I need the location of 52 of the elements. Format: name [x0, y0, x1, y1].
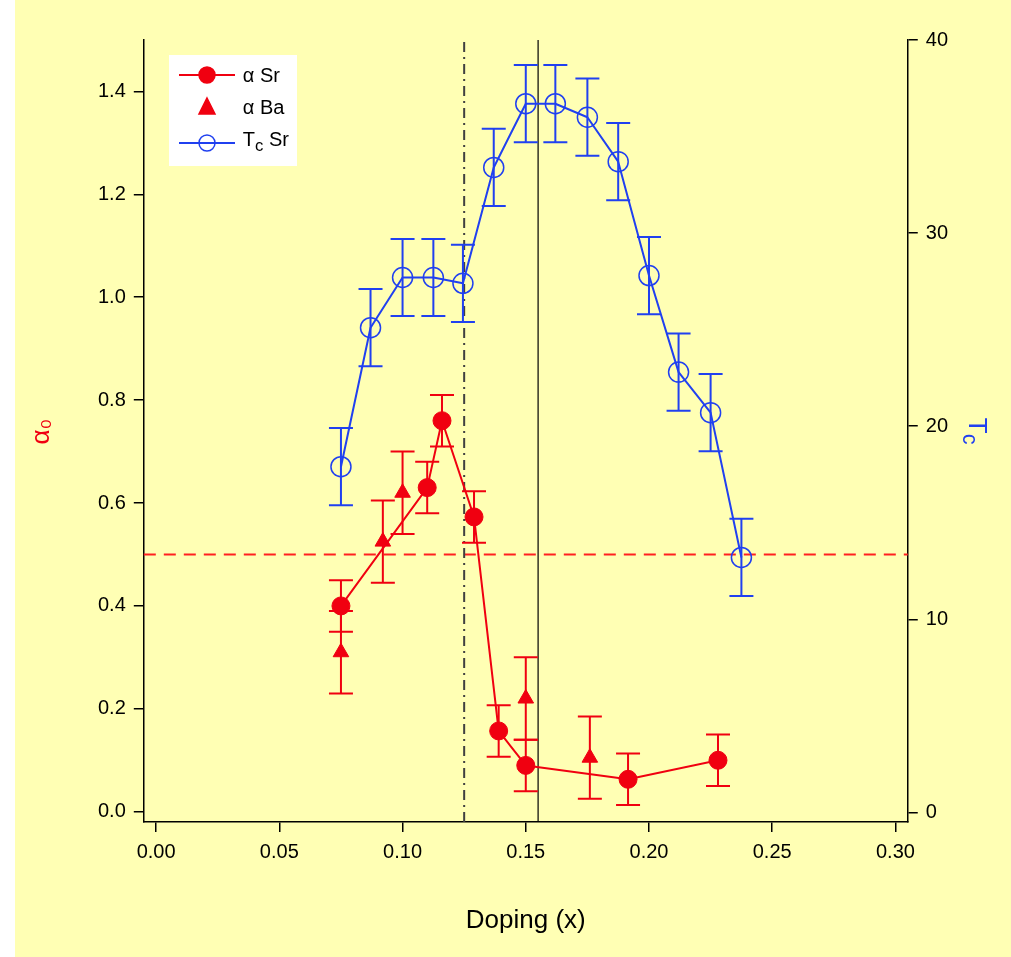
point [638, 264, 660, 287]
y2-tick-label: 0 [925, 799, 937, 822]
point [464, 507, 484, 527]
y-tick-label: 0.8 [97, 387, 126, 410]
y2-tick-label: 30 [925, 220, 948, 243]
x-tick-label: 0.25 [752, 839, 792, 862]
point [576, 106, 599, 128]
y2-tick-label: 20 [925, 413, 948, 436]
point [452, 272, 474, 295]
y-tick-label: 0.4 [97, 593, 126, 616]
x-tick-label: 0.10 [383, 839, 423, 862]
point [422, 266, 445, 289]
y-tick-label: 1.0 [97, 284, 126, 307]
point [482, 156, 505, 179]
x-tick-label: 0.20 [629, 839, 669, 862]
point [330, 455, 352, 478]
point [581, 748, 599, 763]
y2-tick-label: 40 [925, 27, 948, 50]
y-tick-label: 1.4 [97, 78, 126, 101]
y-axis-title: α₀ [24, 418, 56, 444]
point [516, 755, 536, 775]
legend-label: α Sr [242, 63, 280, 88]
point [517, 689, 535, 704]
y-tick-label: 0.0 [97, 799, 126, 822]
x-tick-label: 0.30 [875, 839, 915, 862]
point [489, 721, 509, 741]
point [699, 401, 722, 424]
point [607, 150, 629, 173]
point [394, 483, 411, 498]
legend-label: T$_{c}$ Sr [242, 127, 289, 157]
point [618, 769, 638, 789]
x-axis-title: Doping (x) [465, 904, 586, 935]
x-tick-label: 0.15 [506, 839, 546, 862]
point [515, 92, 537, 115]
y2-tick-label: 10 [925, 606, 948, 629]
x-tick-label: 0.00 [136, 839, 176, 862]
y-tick-label: 0.2 [97, 696, 126, 719]
point [667, 361, 690, 383]
point [708, 750, 728, 770]
point [391, 266, 414, 289]
y-tick-label: 1.2 [97, 181, 126, 204]
point [417, 478, 437, 498]
point [730, 546, 753, 569]
point [544, 92, 567, 115]
point [374, 532, 392, 547]
point [331, 596, 351, 616]
point [432, 411, 452, 431]
y-tick-label: 0.6 [97, 490, 126, 513]
point [359, 316, 382, 339]
point [332, 642, 350, 658]
legend-label: α Ba [242, 95, 285, 120]
x-tick-label: 0.05 [259, 839, 299, 862]
